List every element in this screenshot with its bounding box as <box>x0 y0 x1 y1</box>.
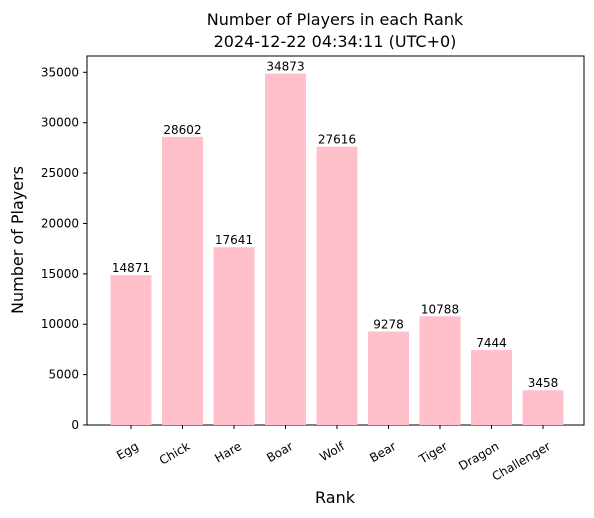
y-tick-label-20000: 20000 <box>41 216 79 230</box>
y-tick-label-5000: 5000 <box>48 368 79 382</box>
bar-chick <box>162 136 203 425</box>
bar-bear <box>368 331 409 425</box>
bar-wolf <box>316 146 358 425</box>
chart-title-line2: 2024-12-22 04:34:11 (UTC+0) <box>214 32 457 51</box>
y-tick-label-25000: 25000 <box>41 166 79 180</box>
bar-value-label-tiger: 10788 <box>421 302 459 316</box>
bar-value-label-hare: 17641 <box>215 233 253 247</box>
x-tick-label-tiger: Tiger <box>416 439 450 467</box>
bar-labels-layer: 14871 28602 17641 34873 27616 9278 10788 7444 34… <box>112 60 558 391</box>
bars-layer <box>110 73 564 425</box>
y-tick-label-15000: 15000 <box>41 267 79 281</box>
x-tick-label-egg: Egg <box>114 439 141 463</box>
chart-title-line1: Number of Players in each Rank <box>207 10 464 29</box>
bar-tiger <box>419 316 461 425</box>
y-tick-label-30000: 30000 <box>41 116 79 130</box>
y-tick-label-35000: 35000 <box>41 65 79 79</box>
bar-value-label-dragon: 7444 <box>476 336 507 350</box>
x-tick-label-challenger: Challenger <box>490 439 553 484</box>
bar-value-label-challenger: 3458 <box>528 376 559 390</box>
bar-value-label-bear: 9278 <box>373 318 404 332</box>
bar-value-label-wolf: 27616 <box>318 133 356 147</box>
y-axis-label: Number of Players <box>8 166 27 314</box>
bar-value-label-boar: 34873 <box>266 60 304 74</box>
bar-value-label-chick: 28602 <box>163 123 201 137</box>
bar-dragon <box>471 349 512 425</box>
bar-boar <box>265 73 306 425</box>
bar-hare <box>213 247 255 425</box>
bar-egg <box>110 275 152 425</box>
x-tick-label-chick: Chick <box>157 439 193 468</box>
x-tick-label-bear: Bear <box>367 439 398 465</box>
x-tick-label-hare: Hare <box>212 439 244 465</box>
bar-challenger <box>522 390 564 425</box>
y-tick-label-0: 0 <box>71 418 79 432</box>
x-axis-label: Rank <box>315 488 356 507</box>
x-axis: Egg Chick Hare Boar Wolf Bear Tiger DragonChall… <box>114 425 553 484</box>
x-tick-label-boar: Boar <box>264 439 295 465</box>
x-tick-label-wolf: Wolf <box>317 439 347 465</box>
y-tick-label-10000: 10000 <box>41 317 79 331</box>
bar-value-label-egg: 14871 <box>112 261 150 275</box>
y-axis: 0 5000 10000 15000 20000 25000 30000 35000 <box>41 65 87 432</box>
